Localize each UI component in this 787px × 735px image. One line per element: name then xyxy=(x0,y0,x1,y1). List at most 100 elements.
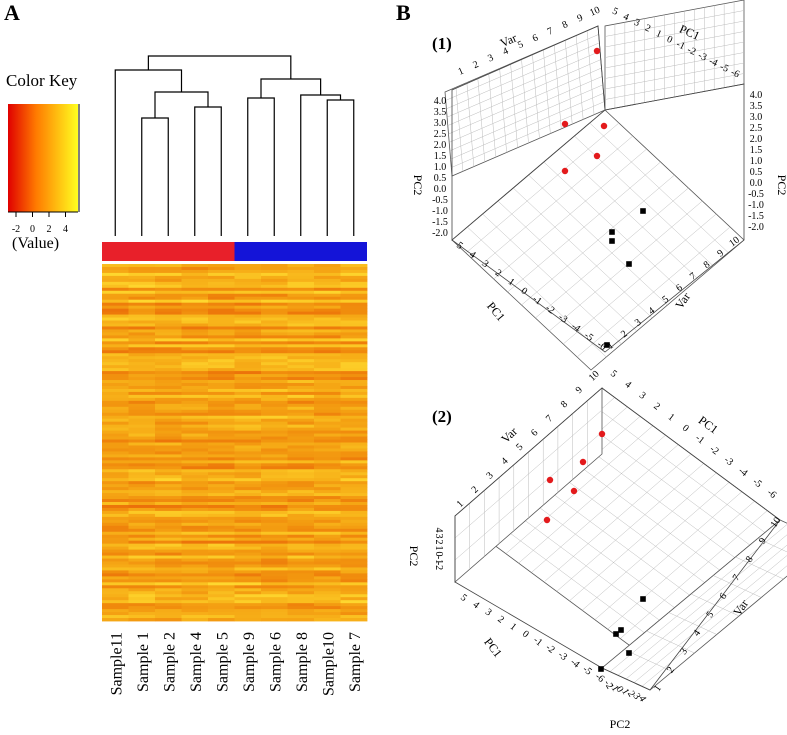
heatmap-cell xyxy=(181,430,209,434)
heatmap-cell xyxy=(181,537,209,542)
heatmap-cell xyxy=(314,466,341,470)
heatmap-cell xyxy=(261,537,288,542)
heatmap-cell xyxy=(287,472,315,476)
point-group-2 xyxy=(604,342,610,348)
heatmap-cell xyxy=(102,564,129,568)
heatmap-cell xyxy=(340,543,368,548)
heatmap-cell xyxy=(181,522,209,527)
heatmap-cell xyxy=(234,353,262,357)
heatmap-cell xyxy=(208,427,235,432)
plot-2-floor-gridline xyxy=(505,425,654,554)
heatmap-cell xyxy=(314,415,341,420)
heatmap-cell xyxy=(181,272,209,277)
plot-2-pc1-tick: -3 xyxy=(722,454,735,468)
plot-1-var-tick: 6 xyxy=(531,32,540,44)
group-bar-group-2 xyxy=(234,242,367,261)
heatmap-cell xyxy=(340,612,368,616)
heatmap-cell xyxy=(102,573,129,577)
plot-1-var-tick-front: 5 xyxy=(660,294,671,306)
heatmap-cell xyxy=(102,451,129,455)
heatmap-cell xyxy=(234,466,262,470)
heatmap-cell xyxy=(234,454,262,458)
heatmap-cell xyxy=(155,576,182,580)
heatmap-cell xyxy=(102,266,129,271)
heatmap-cell xyxy=(102,510,129,515)
heatmap-cell xyxy=(155,546,182,551)
heatmap-cell xyxy=(128,275,156,280)
plot-1-pc1-tick: 1 xyxy=(654,28,663,40)
heatmap-cell xyxy=(155,603,182,607)
heatmap-cell xyxy=(287,609,315,613)
heatmap-cell xyxy=(234,380,262,384)
heatmap-cell xyxy=(181,600,209,604)
heatmap-cell xyxy=(181,588,209,592)
group-color-bar xyxy=(102,242,367,261)
heatmap-cell xyxy=(128,264,156,268)
heatmap-cell xyxy=(102,293,129,298)
heatmap-cell xyxy=(314,516,341,521)
heatmap-cell xyxy=(287,272,315,277)
heatmap-cell xyxy=(208,317,235,321)
heatmap-cell xyxy=(102,439,129,443)
heatmap-cell xyxy=(128,371,156,375)
heatmap-cell xyxy=(128,469,156,473)
heatmap-cell xyxy=(128,377,156,381)
heatmap-cell xyxy=(234,275,262,280)
heatmap-cell xyxy=(314,502,341,506)
heatmap-cell xyxy=(208,558,235,562)
heatmap-cell xyxy=(102,362,129,366)
heatmap-cell xyxy=(102,356,129,360)
heatmap-cell xyxy=(234,484,262,488)
heatmap-cell xyxy=(287,594,315,598)
heatmap-cell xyxy=(208,609,235,613)
heatmap-cell xyxy=(340,406,368,411)
heatmap-cell xyxy=(208,296,235,301)
heatmap-cell xyxy=(261,579,288,583)
heatmap-cell xyxy=(208,356,235,360)
heatmap-cell xyxy=(287,275,315,280)
heatmap-cell xyxy=(340,502,368,506)
heatmap-cell xyxy=(287,412,315,417)
heatmap-cell xyxy=(128,335,156,339)
heatmap-cell xyxy=(208,388,235,393)
heatmap-cell xyxy=(287,347,315,351)
plot-2-var-tick: 7 xyxy=(544,413,555,424)
heatmap-cell xyxy=(181,597,209,601)
heatmap-cell xyxy=(340,308,368,313)
heatmap-cell xyxy=(128,412,156,417)
heatmap-cell xyxy=(314,397,341,402)
heatmap-cell xyxy=(287,546,315,551)
heatmap-cell xyxy=(261,278,288,283)
heatmap-cell xyxy=(261,266,288,271)
plot-1-var-tick-front: 1 xyxy=(605,340,616,352)
heatmap-cell xyxy=(287,281,315,286)
heatmap-cell xyxy=(155,266,182,271)
heatmap-cell xyxy=(340,519,368,524)
heatmap-cell xyxy=(287,278,315,283)
heatmap-cell xyxy=(155,409,182,414)
plot-1-pc2-tick-right: -1.0 xyxy=(748,200,764,211)
heatmap-cell xyxy=(261,302,288,307)
plot-2-pc1-tick: 1 xyxy=(666,412,677,424)
heatmap-cell xyxy=(181,418,209,423)
heatmap-cell xyxy=(234,317,262,321)
heatmap-cell xyxy=(287,531,315,536)
plot-1-pc2-tick-right: 2.5 xyxy=(750,123,763,134)
point-group-2 xyxy=(598,666,604,672)
heatmap-cell xyxy=(340,418,368,423)
heatmap-cell xyxy=(314,490,341,494)
heatmap-cell xyxy=(155,391,182,396)
heatmap-cell xyxy=(181,308,209,313)
heatmap-cell xyxy=(261,308,288,313)
heatmap-cell xyxy=(261,299,288,304)
heatmap-cell xyxy=(102,403,129,408)
heatmap-cell xyxy=(155,460,182,464)
heatmap-cell xyxy=(234,591,262,595)
heatmap-cell xyxy=(261,275,288,280)
plot-1-floor-gridline xyxy=(549,200,703,332)
heatmap-cell xyxy=(102,350,129,354)
heatmap-cell xyxy=(287,320,315,324)
heatmap-cell xyxy=(287,484,315,488)
heatmap-cell xyxy=(128,534,156,539)
heatmap-cell xyxy=(155,415,182,420)
